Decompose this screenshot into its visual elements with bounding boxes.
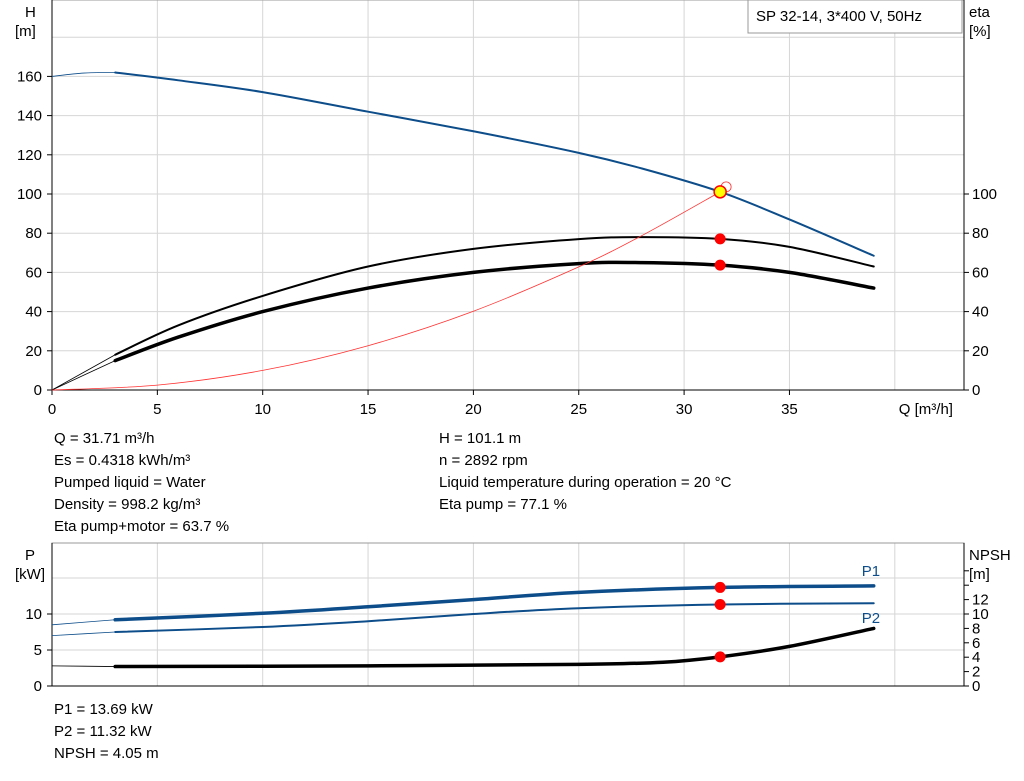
plot-frame (51, 0, 965, 391)
y2-tick-label: 6 (972, 635, 980, 652)
y2-tick-label: 100 (972, 186, 997, 203)
info-eta-pump-motor: Eta pump+motor = 63.7 % (54, 518, 230, 535)
curve-NPSH-extrapolated (51, 665, 116, 667)
y2-tick-label: 0 (972, 678, 980, 695)
info-liquid: Pumped liquid = Water (54, 474, 206, 491)
curve-P2 (114, 602, 875, 633)
curve-H (114, 71, 875, 257)
y-tick-label: 5 (34, 642, 42, 659)
y2-tick-label: 20 (972, 343, 989, 360)
curve-eta_pump (114, 236, 875, 356)
x-tick-label: 25 (570, 401, 587, 418)
duty-point (714, 259, 726, 271)
x-tick-label: 35 (781, 401, 798, 418)
curve-P2-extrapolated (51, 631, 116, 636)
y-label-left: H (25, 4, 36, 21)
y-tick-label: 120 (17, 147, 42, 164)
y2-tick-label: 10 (972, 606, 989, 623)
duty-point (714, 581, 726, 593)
info-h: H = 101.1 m (439, 430, 522, 447)
chart-title: SP 32-14, 3*400 V, 50Hz (756, 8, 922, 25)
y-label-left-unit: [m] (15, 23, 36, 40)
y2-tick-label: 60 (972, 264, 989, 281)
y-tick-label: 10 (25, 606, 42, 623)
curve-P1-extrapolated (51, 619, 116, 626)
curve-H-extrapolated (51, 72, 116, 77)
y-label-right-unit: [%] (969, 23, 991, 40)
curve-system (51, 191, 721, 391)
series-label-P1: P1 (862, 563, 880, 580)
duty-point (714, 233, 726, 245)
title-box (747, 0, 963, 34)
info-q: Q = 31.71 m³/h (54, 430, 155, 447)
y-label-right-unit: [m] (969, 566, 990, 583)
y-tick-label: 40 (25, 304, 42, 321)
duty-point (713, 185, 727, 199)
info-es: Es = 0.4318 kWh/m³ (54, 452, 191, 469)
y-tick-label: 0 (34, 382, 42, 399)
x-axis-label: Q [m³/h] (899, 401, 953, 418)
y-tick-label: 0 (34, 678, 42, 695)
info-p1: P1 = 13.69 kW (54, 701, 153, 718)
x-tick-label: 5 (153, 401, 161, 418)
y-tick-label: 160 (17, 68, 42, 85)
series-label-P2: P2 (862, 610, 880, 627)
curve-eta_pump_motor (113, 260, 876, 363)
y2-tick-label: 8 (972, 620, 980, 637)
x-tick-label: 15 (360, 401, 377, 418)
y-label-left: P (25, 547, 35, 564)
curve-P1 (113, 584, 876, 622)
y-tick-label: 20 (25, 343, 42, 360)
info-eta-pump: Eta pump = 77.1 % (439, 496, 567, 513)
info-density: Density = 998.2 kg/m³ (54, 496, 201, 513)
x-tick-label: 10 (254, 401, 271, 418)
y-label-right: eta (969, 4, 991, 21)
y-tick-label: 100 (17, 186, 42, 203)
y2-tick-label: 12 (972, 592, 989, 609)
y2-tick-label: 80 (972, 225, 989, 242)
info-npsh: NPSH = 4.05 m (54, 745, 159, 762)
x-tick-label: 20 (465, 401, 482, 418)
info-n: n = 2892 rpm (439, 452, 528, 469)
duty-point (714, 651, 726, 663)
y2-tick-label: 0 (972, 382, 980, 399)
info-temp: Liquid temperature during operation = 20… (439, 474, 732, 491)
x-tick-label: 0 (48, 401, 56, 418)
y2-tick-label: 40 (972, 304, 989, 321)
y2-tick-label: 2 (972, 664, 980, 681)
y-tick-label: 60 (25, 264, 42, 281)
curve-eta_pump_motor-extrapolated (51, 360, 116, 391)
y-tick-label: 80 (25, 225, 42, 242)
curve-NPSH (113, 626, 876, 669)
y-label-right: NPSH (969, 547, 1011, 564)
y-tick-label: 140 (17, 108, 42, 125)
curve-eta_pump-extrapolated (51, 354, 116, 391)
y2-tick-label: 4 (972, 649, 980, 666)
duty-point (714, 598, 726, 610)
info-p2: P2 = 11.32 kW (54, 723, 152, 740)
y-label-left-unit: [kW] (15, 566, 45, 583)
x-tick-label: 30 (676, 401, 693, 418)
